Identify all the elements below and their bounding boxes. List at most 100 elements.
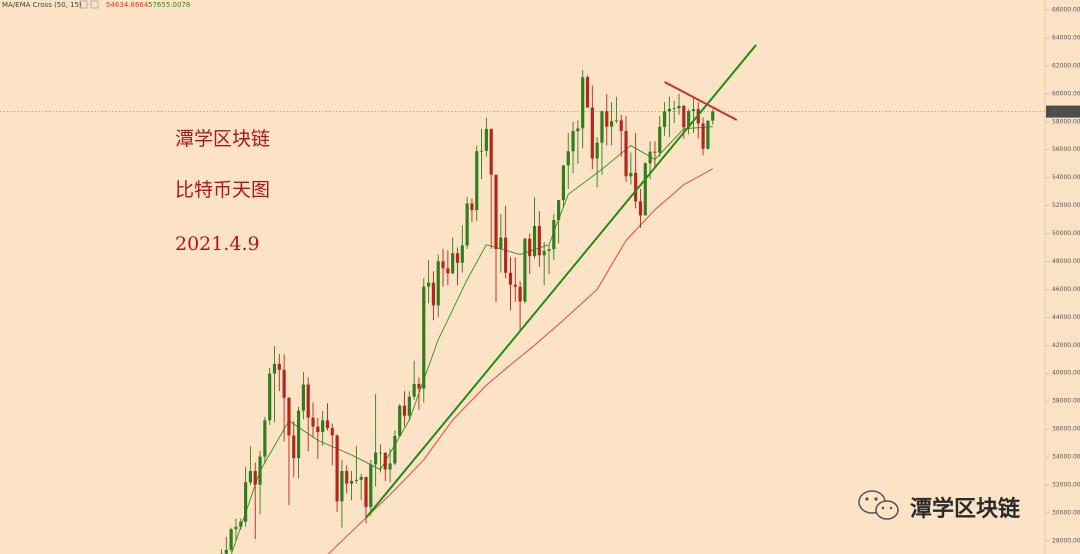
candle-body — [340, 471, 344, 502]
candle-body — [479, 150, 484, 152]
candle-body — [263, 420, 267, 457]
candle-body — [431, 282, 435, 306]
candle-body — [470, 203, 474, 211]
y-tick-label: 32000.00 — [1052, 481, 1080, 488]
candle-body — [624, 130, 628, 177]
candle-body — [561, 165, 566, 201]
candle-body — [407, 396, 411, 416]
y-tick-label: 34000.00 — [1052, 454, 1080, 461]
y-tick-label: 40000.00 — [1052, 370, 1080, 377]
candle-body — [667, 108, 671, 112]
candle-body — [364, 477, 368, 507]
candle-body — [518, 286, 522, 302]
candle-body — [489, 128, 493, 175]
candle-body — [504, 237, 508, 273]
candle-body — [465, 203, 469, 246]
candle-body — [441, 261, 445, 269]
candle-body — [643, 163, 647, 216]
candle-body — [687, 111, 691, 128]
candle-body — [595, 142, 599, 159]
candle-body — [446, 268, 450, 274]
candle-body — [672, 108, 676, 110]
y-tick-label: 56000.00 — [1052, 146, 1080, 153]
candle-body — [662, 111, 667, 127]
candle-body — [398, 405, 402, 436]
candle-body — [484, 128, 488, 151]
candle-body — [268, 373, 272, 421]
candle-body — [325, 420, 330, 429]
candle-body — [590, 107, 594, 159]
candle-body — [412, 383, 416, 397]
y-tick-label: 36000.00 — [1052, 426, 1080, 433]
y-tick-label: 50000.00 — [1052, 230, 1080, 237]
candle-body — [422, 286, 426, 389]
candle-body — [335, 435, 339, 502]
price-axis-strip — [1045, 0, 1080, 554]
candle-body — [508, 272, 513, 285]
candle-body — [499, 237, 503, 250]
y-tick-label: 64000.00 — [1052, 34, 1080, 41]
candle-body — [566, 151, 570, 166]
y-tick-label: 54000.00 — [1052, 174, 1080, 181]
candle-body — [258, 456, 262, 485]
candle-body — [711, 111, 715, 121]
indicator-value: 57655.0078 — [148, 1, 190, 9]
candle-body — [634, 172, 638, 202]
header-icon[interactable] — [90, 0, 99, 9]
candle-body — [451, 253, 455, 274]
candle-body — [388, 463, 392, 470]
candle-body — [701, 123, 705, 149]
candle-body — [292, 435, 296, 459]
header-icon[interactable] — [79, 0, 88, 9]
candle-body — [272, 363, 277, 374]
y-tick-label: 66000.00 — [1052, 7, 1080, 14]
candle-body — [311, 417, 315, 427]
candle-body — [513, 284, 517, 287]
candle-body — [277, 363, 281, 370]
candle-body — [354, 479, 358, 481]
candle-body — [301, 384, 305, 411]
candle-body — [234, 526, 238, 530]
candle-body — [224, 549, 228, 554]
indicator-value: 54634.8664 — [106, 1, 149, 9]
trend-line — [664, 81, 738, 121]
y-tick-label: 42000.00 — [1052, 342, 1080, 349]
candle-body — [402, 405, 407, 416]
y-tick-label: 28000.00 — [1052, 537, 1080, 544]
candle-body — [253, 471, 257, 485]
candle-body — [321, 420, 325, 433]
candle-body — [600, 111, 604, 143]
candle-body — [345, 471, 349, 484]
candle-body — [619, 120, 623, 131]
y-tick-label: 60000.00 — [1052, 90, 1080, 97]
wechat-icon — [858, 490, 899, 520]
candle-body — [629, 172, 633, 177]
candle-body — [475, 151, 479, 211]
candle-body — [306, 384, 310, 418]
candle-body — [460, 245, 464, 263]
candle-body — [605, 111, 609, 127]
last-price-label: 58727.03 — [1050, 108, 1079, 115]
candle-body — [528, 238, 532, 257]
candle-body — [523, 238, 527, 302]
moving-average-line — [327, 168, 713, 554]
candle-body — [638, 201, 643, 216]
candle-body — [282, 369, 286, 398]
candle-body — [287, 397, 291, 436]
candle-body — [229, 529, 233, 550]
candle-body — [706, 120, 710, 149]
candle-body — [677, 105, 681, 109]
watermark: 潭学区块链 — [910, 496, 1020, 522]
y-tick-label: 52000.00 — [1052, 202, 1080, 209]
candle-body — [383, 452, 387, 470]
candle-body — [248, 471, 253, 483]
candle-body — [585, 77, 590, 108]
candle-body — [349, 480, 354, 484]
candle-body — [359, 477, 363, 480]
candle-body — [455, 253, 460, 263]
candle-body — [691, 109, 696, 112]
candle-body — [552, 219, 556, 250]
annotation: 2021.4.9 — [175, 233, 260, 255]
annotation: 潭学区块链 — [175, 128, 270, 150]
